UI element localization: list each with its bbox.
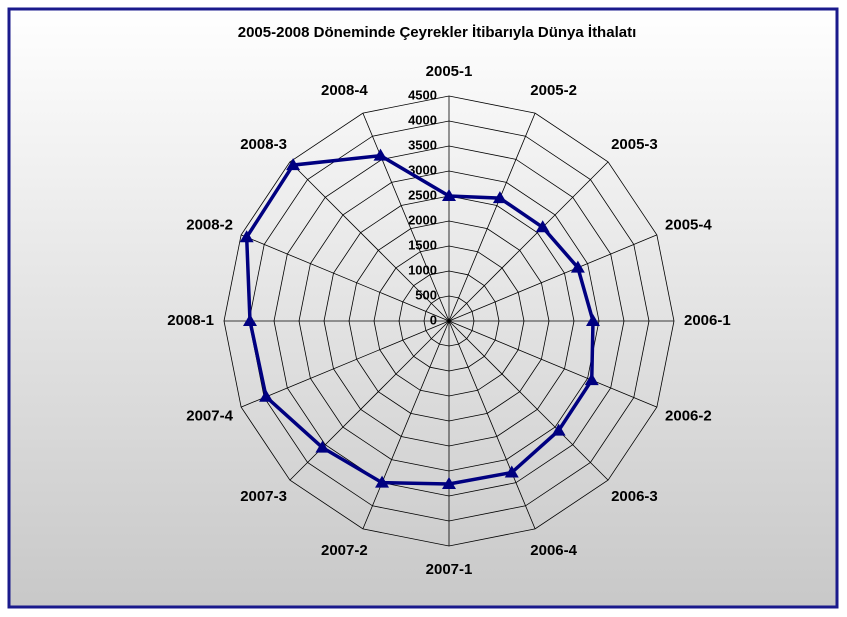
- category-label: 2006-2: [665, 407, 712, 424]
- marker: [551, 423, 566, 436]
- category-label: 2008-4: [321, 82, 368, 99]
- marker: [373, 148, 388, 161]
- y-tick-label: 500: [415, 287, 437, 302]
- marker: [243, 314, 257, 326]
- category-label: 2007-4: [186, 407, 233, 424]
- marker: [570, 260, 585, 273]
- category-label: 2005-4: [665, 217, 712, 234]
- marker: [584, 373, 599, 386]
- y-tick-label: 1000: [408, 262, 437, 277]
- marker: [286, 158, 301, 171]
- category-label: 2006-3: [611, 488, 658, 505]
- spoke: [362, 320, 450, 530]
- spoke: [448, 320, 536, 530]
- spoke: [448, 320, 609, 481]
- y-tick-label: 0: [430, 312, 437, 327]
- category-label: 2007-3: [240, 488, 287, 505]
- spoke: [448, 161, 609, 322]
- marker: [259, 389, 274, 402]
- marker: [442, 477, 456, 489]
- category-label: 2005-2: [530, 82, 577, 99]
- y-tick-label: 1500: [408, 237, 437, 252]
- marker: [442, 189, 456, 201]
- category-label: 2007-2: [321, 542, 368, 559]
- y-tick-label: 2000: [408, 212, 437, 227]
- category-label: 2008-2: [186, 217, 233, 234]
- category-label: 2008-3: [240, 136, 287, 153]
- marker: [492, 191, 507, 204]
- marker: [535, 220, 550, 233]
- category-label: 2005-1: [426, 63, 473, 80]
- category-label: 2005-3: [611, 136, 658, 153]
- y-tick-label: 2500: [408, 187, 437, 202]
- y-tick-label: 3500: [408, 137, 437, 152]
- spoke: [448, 234, 658, 322]
- category-label: 2006-1: [684, 312, 731, 329]
- marker: [315, 440, 330, 453]
- spoke: [362, 112, 450, 322]
- marker: [375, 475, 390, 488]
- spoke: [240, 234, 450, 322]
- spoke: [289, 320, 450, 481]
- marker: [239, 230, 254, 243]
- y-tick-label: 3000: [408, 162, 437, 177]
- category-label: 2007-1: [426, 561, 473, 578]
- spoke: [240, 320, 450, 408]
- category-label: 2008-1: [167, 312, 214, 329]
- spoke: [448, 112, 536, 322]
- spoke: [448, 320, 658, 408]
- spoke: [289, 161, 450, 322]
- category-label: 2006-4: [530, 542, 577, 559]
- marker: [586, 314, 600, 326]
- y-tick-label: 4000: [408, 112, 437, 127]
- chart-title: 2005-2008 Döneminde Çeyrekler İtibarıyla…: [238, 24, 637, 41]
- chart-frame: [7, 7, 839, 609]
- y-tick-label: 4500: [408, 87, 437, 102]
- marker: [504, 465, 519, 478]
